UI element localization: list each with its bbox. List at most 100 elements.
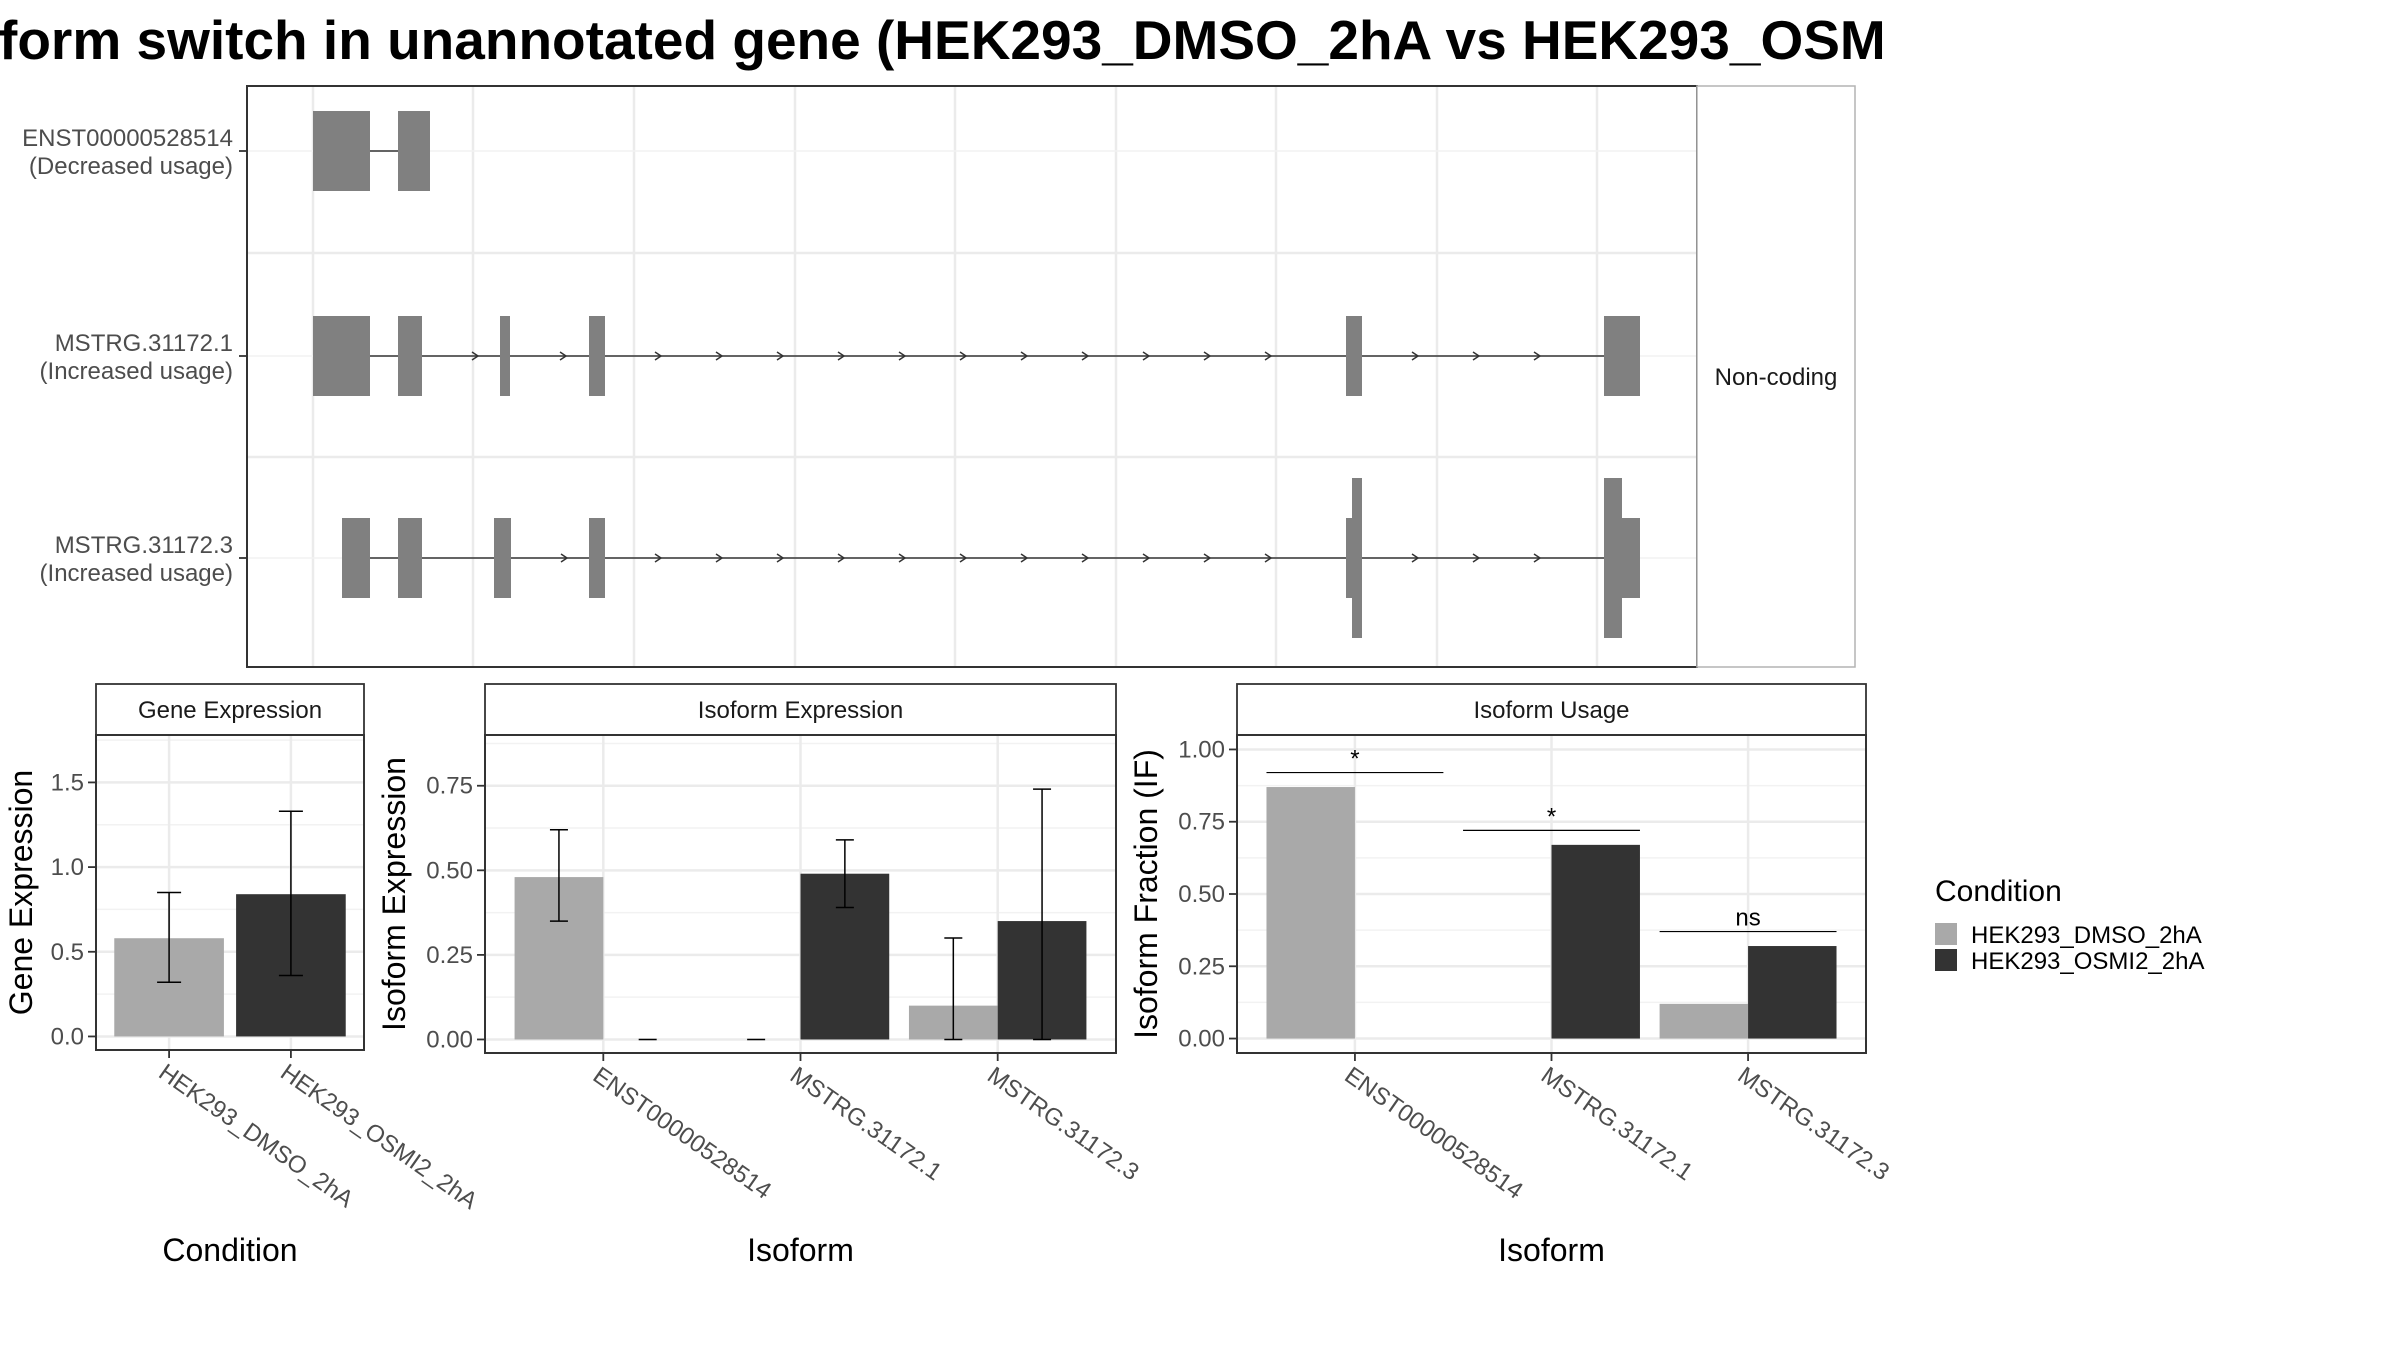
strand-arrow xyxy=(1472,351,1481,361)
bar xyxy=(1266,787,1355,1039)
transcript-label: ENST00000528514 xyxy=(22,125,233,152)
strand-arrow xyxy=(654,351,663,361)
exon xyxy=(1352,478,1362,638)
panel-isoform-usage: Isoform Usage * * ns 0.00 0.25 0.50 0.75 1.00 ENS… xyxy=(1128,683,1895,1268)
exon xyxy=(589,316,605,396)
transcript-sublabel: (Increased usage) xyxy=(40,358,233,385)
panel-border xyxy=(95,734,365,1051)
strand-arrow xyxy=(1081,351,1090,361)
legend-swatch xyxy=(1935,923,1957,945)
y-tick-label: 1.00 xyxy=(1178,736,1225,763)
strand-arrow xyxy=(1533,553,1542,563)
exon xyxy=(1622,518,1640,598)
bar xyxy=(1748,946,1837,1039)
exon xyxy=(1604,478,1622,638)
transcript-sublabel: (Decreased usage) xyxy=(29,153,233,180)
significance-label: ns xyxy=(1735,905,1760,932)
strip-label: Isoform Expression xyxy=(698,697,903,724)
y-tick-label: 0.75 xyxy=(1178,809,1225,836)
y-tick-label: 0.5 xyxy=(51,939,84,966)
y-tick-label: 0.50 xyxy=(1178,881,1225,908)
y-tick-label: 0.50 xyxy=(426,857,473,884)
x-tick-label: ENST00000528514 xyxy=(1339,1062,1527,1205)
y-tick-label: 0.25 xyxy=(426,942,473,969)
x-tick-label: MSTRG.31172.3 xyxy=(1733,1062,1895,1186)
x-tick-label: MSTRG.31172.3 xyxy=(982,1062,1144,1186)
y-tick-label: 0.25 xyxy=(1178,953,1225,980)
strand-arrow xyxy=(1081,553,1090,563)
strand-arrow xyxy=(654,553,663,563)
transcript-panel xyxy=(246,85,1698,668)
strip-label: Gene Expression xyxy=(138,697,322,724)
y-tick-label: 0.00 xyxy=(426,1026,473,1053)
y-tick-label: 0.75 xyxy=(426,773,473,800)
exon xyxy=(494,518,511,598)
legend-title: Condition xyxy=(1935,875,2062,908)
strand-arrow xyxy=(1533,351,1542,361)
bar xyxy=(1659,1003,1749,1039)
transcript-sublabel: (Increased usage) xyxy=(40,560,233,587)
strand-arrow xyxy=(1411,553,1420,563)
strand-arrow xyxy=(776,351,785,361)
strand-arrow xyxy=(1203,553,1212,563)
strip-box xyxy=(95,683,365,736)
exon xyxy=(1346,316,1362,396)
exon xyxy=(1604,316,1640,396)
x-axis-title: Isoform xyxy=(1498,1232,1605,1268)
strand-arrow xyxy=(715,553,724,563)
y-tick-label: 0.00 xyxy=(1178,1026,1225,1053)
strand-arrow xyxy=(1020,351,1029,361)
exon xyxy=(342,518,370,598)
strand-arrow xyxy=(1142,553,1151,563)
exon xyxy=(589,518,605,598)
strand-arrow xyxy=(1472,553,1481,563)
legend-item-label: HEK293_DMSO_2hA xyxy=(1971,922,2202,949)
x-tick-label: HEK293_OSMI2_2hA xyxy=(275,1059,482,1215)
x-tick-label: ENST00000528514 xyxy=(588,1062,776,1205)
exon xyxy=(398,316,422,396)
transcript-label: MSTRG.31172.1 xyxy=(55,330,233,357)
y-tick-label: 0.0 xyxy=(51,1023,84,1050)
strip-box xyxy=(1236,683,1867,736)
strand-arrow xyxy=(959,351,968,361)
transcript-panel-bg xyxy=(247,86,1697,667)
x-tick-label: HEK293_DMSO_2hA xyxy=(154,1059,359,1213)
legend-swatch xyxy=(1935,949,1957,971)
exon xyxy=(398,518,422,598)
exon xyxy=(1346,518,1352,598)
strand-arrow xyxy=(959,553,968,563)
strip-box xyxy=(484,683,1117,736)
legend-item-label: HEK293_OSMI2_2hA xyxy=(1971,948,2204,975)
strand-arrow xyxy=(1203,351,1212,361)
y-axis-title: Isoform Fraction (IF) xyxy=(1128,749,1164,1039)
transcript-MSTRG.31172.1 xyxy=(313,316,1640,396)
strand-arrow xyxy=(837,351,846,361)
strand-arrow xyxy=(471,351,480,361)
bar xyxy=(1551,844,1640,1039)
significance-label: * xyxy=(1547,803,1556,830)
strand-arrow xyxy=(1264,351,1273,361)
strand-arrow xyxy=(1142,351,1151,361)
exon xyxy=(313,111,370,191)
facet-strip-label: Non-coding xyxy=(1715,364,1838,391)
panel-isoform-expression: Isoform Expression 0.00 0.25 0.50 0.75 ENST00… xyxy=(376,683,1144,1268)
exon xyxy=(313,316,370,396)
significance-label: * xyxy=(1350,746,1359,773)
y-tick-label: 1.0 xyxy=(51,854,84,881)
x-tick-label: MSTRG.31172.1 xyxy=(1536,1062,1698,1186)
transcript-label: MSTRG.31172.3 xyxy=(55,532,233,559)
strand-arrow xyxy=(560,553,569,563)
plot-title: form switch in unannotated gene (HEK293_… xyxy=(0,9,1886,71)
exon xyxy=(398,111,430,191)
exon xyxy=(500,316,510,396)
strand-arrow xyxy=(559,351,568,361)
transcript-ENST00000528514 xyxy=(313,111,430,191)
transcript-MSTRG.31172.3 xyxy=(342,478,1640,638)
strip-label: Isoform Usage xyxy=(1473,697,1629,724)
strand-arrow xyxy=(898,553,907,563)
panel-gene-expression: Gene Expression 0.0 0.5 1.0 1.5 HEK293_DMSO_2… xyxy=(3,683,482,1268)
y-axis-title: Gene Expression xyxy=(3,770,39,1015)
strand-arrow xyxy=(898,351,907,361)
